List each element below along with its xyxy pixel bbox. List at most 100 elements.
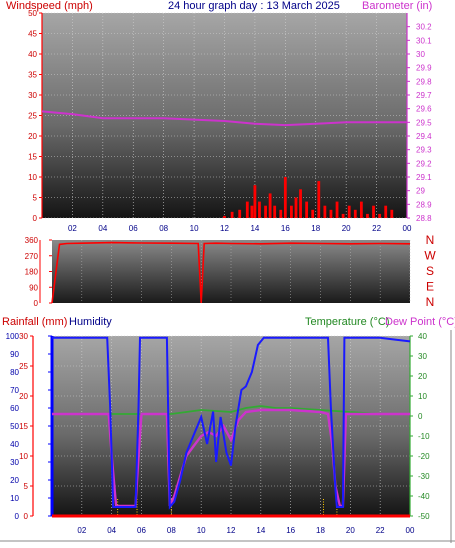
- windspeed-bars: [223, 177, 394, 218]
- temperature-tick-label: -10: [418, 432, 430, 441]
- barometer-tick-label: 29.2: [416, 159, 432, 168]
- windspeed-tick-label: 35: [28, 71, 37, 80]
- windspeed-bar: [335, 201, 339, 218]
- windspeed-bar: [341, 213, 345, 218]
- compass-label: W: [424, 249, 436, 263]
- windspeed-y-ticks: 0 5 10 15 20 25 30 35 40 45 50: [28, 9, 42, 223]
- barometer-tick-label: 29.4: [416, 132, 432, 141]
- rainfall-tick-label: 10: [19, 452, 28, 461]
- x-tick-label: 12: [227, 526, 236, 535]
- windspeed-tick-label: 20: [28, 132, 37, 141]
- humidity-tick-label: 70: [10, 386, 19, 395]
- x-tick-label: 08: [167, 526, 176, 535]
- windspeed-tick-label: 10: [28, 173, 37, 182]
- humidity-tick-label: 60: [10, 404, 19, 413]
- x-tick-label: 20: [342, 224, 351, 233]
- temperature-tick-label: -50: [418, 512, 430, 521]
- humidity-tick-label: 40: [10, 440, 19, 449]
- windspeed-tick-label: 45: [28, 30, 37, 39]
- humidity-line: [52, 336, 411, 510]
- barometer-tick-label: 28.8: [416, 214, 432, 223]
- barometer-tick-label: 29.5: [416, 118, 432, 127]
- x-tick-label: 20: [346, 526, 355, 535]
- x-tick-label: 06: [137, 526, 146, 535]
- windspeed-bar: [245, 201, 249, 218]
- humidity-tick-label: 100: [6, 332, 20, 341]
- temperature-y-ticks: -50 -40 -30 -20 -10 0 10 20 30 40: [410, 332, 430, 521]
- barometer-tick-label: 30.2: [416, 23, 432, 32]
- windspeed-bar: [283, 177, 287, 218]
- barometer-tick-label: 29.9: [416, 64, 432, 73]
- windspeed-bar: [384, 205, 388, 218]
- x-tick-label: 14: [250, 224, 259, 233]
- x-tick-label: 10: [190, 224, 199, 233]
- temperature-tick-label: -40: [418, 492, 430, 501]
- x-tick-label: 08: [159, 224, 168, 233]
- barometer-y-ticks: 28.8 28.9 29 29.1 29.2 29.3 29.4 29.5 29.6 29.7 29…: [407, 23, 432, 223]
- x-tick-label: 10: [197, 526, 206, 535]
- windspeed-bar: [299, 189, 302, 218]
- temperature-line: [52, 405, 410, 415]
- compass-label: S: [426, 264, 434, 278]
- rainfall-axis-title: Rainfall (mm): [2, 316, 67, 328]
- windspeed-bar: [347, 205, 351, 218]
- windspeed-bar: [250, 205, 254, 218]
- x-tick-label: 02: [77, 526, 86, 535]
- wind-direction-line: [51, 241, 411, 304]
- windspeed-bar: [230, 211, 234, 218]
- barometer-tick-label: 29.8: [416, 77, 432, 86]
- rainfall-y-ticks: 0 5 10 15 20 25 30: [19, 332, 33, 521]
- windspeed-bar: [311, 209, 315, 218]
- windspeed-bar: [268, 193, 272, 218]
- x-tick-label: 22: [376, 526, 385, 535]
- direction-tick-label: 180: [25, 268, 39, 277]
- barometer-tick-label: 29.7: [416, 91, 432, 100]
- rainfall-tick-label: 20: [19, 392, 28, 401]
- windspeed-bar: [253, 185, 257, 218]
- temperature-tick-label: -20: [418, 452, 430, 461]
- x-tick-label: 14: [256, 526, 265, 535]
- direction-y-ticks: 0 90 180 270 360: [25, 236, 52, 308]
- barometer-tick-label: 29: [416, 187, 425, 196]
- windspeed-bar: [378, 213, 382, 218]
- windspeed-bar: [353, 209, 357, 218]
- temperature-tick-label: 20: [418, 372, 427, 381]
- humidity-tick-label: 90: [10, 350, 19, 359]
- windspeed-axis-title: Windspeed (mph): [6, 0, 93, 12]
- humidity-tick-label: 80: [10, 368, 19, 377]
- windspeed-bar: [372, 205, 375, 218]
- temperature-tick-label: 40: [418, 332, 427, 341]
- temperature-tick-label: 10: [418, 392, 427, 401]
- windspeed-bar: [390, 209, 394, 218]
- x-tick-label: 18: [311, 224, 320, 233]
- windspeed-tick-label: 5: [33, 194, 38, 203]
- x-tick-label: 04: [107, 526, 116, 535]
- windspeed-tick-label: 50: [28, 9, 37, 18]
- windspeed-bar: [294, 197, 298, 218]
- windspeed-bar: [366, 213, 369, 218]
- humidity-tick-label: 10: [10, 494, 19, 503]
- rainfall-tick-label: 15: [19, 422, 28, 431]
- barometer-line: [41, 110, 407, 127]
- rainfall-tick-label: 5: [24, 482, 29, 491]
- humidity-tick-label: 30: [10, 458, 19, 467]
- x-tick-label: 18: [316, 526, 325, 535]
- wind-x-ticks: 02 04 06 08 10 12 14 16 18 20 22 00: [68, 224, 412, 233]
- temperature-tick-label: 30: [418, 352, 427, 361]
- rainfall-tick-label: 0: [24, 512, 29, 521]
- x-tick-label: 16: [281, 224, 290, 233]
- x-tick-label: 00: [406, 526, 415, 535]
- x-tick-label: 22: [372, 224, 381, 233]
- direction-tick-label: 360: [25, 236, 39, 245]
- compass-label: E: [426, 280, 434, 294]
- windspeed-tick-label: 15: [28, 153, 37, 162]
- rainfall-tick-label: 30: [19, 332, 28, 341]
- compass-label: N: [426, 233, 435, 247]
- x-tick-label: 12: [220, 224, 229, 233]
- temperature-tick-label: -30: [418, 472, 430, 481]
- temp-x-ticks: 02 04 06 08 10 12 14 16 18 20 22 00: [77, 526, 415, 535]
- barometer-tick-label: 29.1: [416, 173, 432, 182]
